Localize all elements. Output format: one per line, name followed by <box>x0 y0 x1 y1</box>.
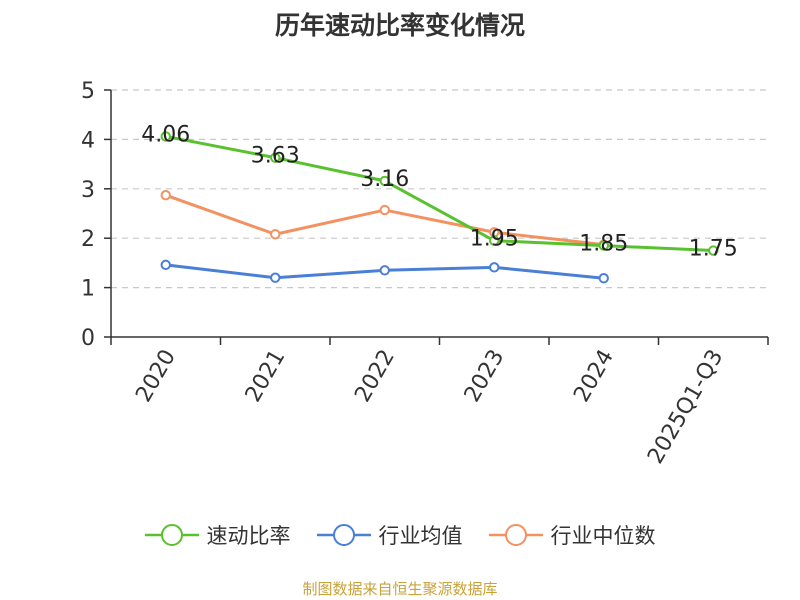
legend-item-industry-mean[interactable]: 行业均值 <box>316 520 463 550</box>
y-tick-label: 5 <box>81 79 95 104</box>
x-tick-label: 2022 <box>350 346 400 407</box>
data-label: 4.06 <box>141 122 190 147</box>
data-label: 1.75 <box>689 237 738 262</box>
legend-swatch-industry-mean <box>316 524 371 546</box>
data-label: 1.95 <box>470 227 519 252</box>
data-label: 3.63 <box>251 144 300 169</box>
legend-label-industry-median: 行业中位数 <box>550 524 656 548</box>
data-label: 3.16 <box>360 167 409 192</box>
x-tick-label: 2020 <box>131 346 181 407</box>
legend-item-industry-median[interactable]: 行业中位数 <box>488 520 656 550</box>
y-tick-label: 2 <box>81 227 95 252</box>
data-point-1 <box>270 272 281 283</box>
y-tick-label: 0 <box>81 326 95 351</box>
data-point-1 <box>160 259 171 271</box>
chart-title: 历年速动比率变化情况 <box>274 11 525 40</box>
x-tick-label: 2024 <box>569 346 619 407</box>
data-point-1 <box>598 273 609 284</box>
data-point-0 <box>598 240 609 251</box>
series-line-0 <box>165 134 714 253</box>
y-tick-label: 1 <box>81 277 95 302</box>
source-note: 制图数据来自恒生聚源数据库 <box>302 580 498 598</box>
data-point-0 <box>160 131 171 142</box>
legend-label-quick-ratio: 速动比率 <box>206 524 291 548</box>
series-line-2 <box>165 193 604 247</box>
x-tick-label: 2021 <box>241 346 291 407</box>
legend: 速动比率 行业均值 行业中位数 <box>0 520 800 550</box>
data-point-2 <box>379 204 390 216</box>
legend-item-quick-ratio[interactable]: 速动比率 <box>144 520 291 550</box>
x-tick-label: 2023 <box>460 346 510 407</box>
data-point-0 <box>270 152 281 163</box>
data-point-1 <box>379 265 390 276</box>
legend-label-industry-mean: 行业均值 <box>378 524 463 548</box>
legend-swatch-industry-median <box>488 524 543 546</box>
x-tick-label: 2025Q1-Q3 <box>643 346 728 469</box>
data-label: 1.85 <box>579 232 628 257</box>
legend-swatch-quick-ratio <box>144 524 199 546</box>
data-point-0 <box>379 175 390 187</box>
y-tick-label: 4 <box>81 128 95 153</box>
y-tick-label: 3 <box>81 178 95 203</box>
data-point-0 <box>489 235 500 246</box>
data-point-2 <box>270 229 281 240</box>
data-point-1 <box>489 262 500 273</box>
data-point-0 <box>708 245 719 256</box>
data-point-2 <box>160 190 171 201</box>
